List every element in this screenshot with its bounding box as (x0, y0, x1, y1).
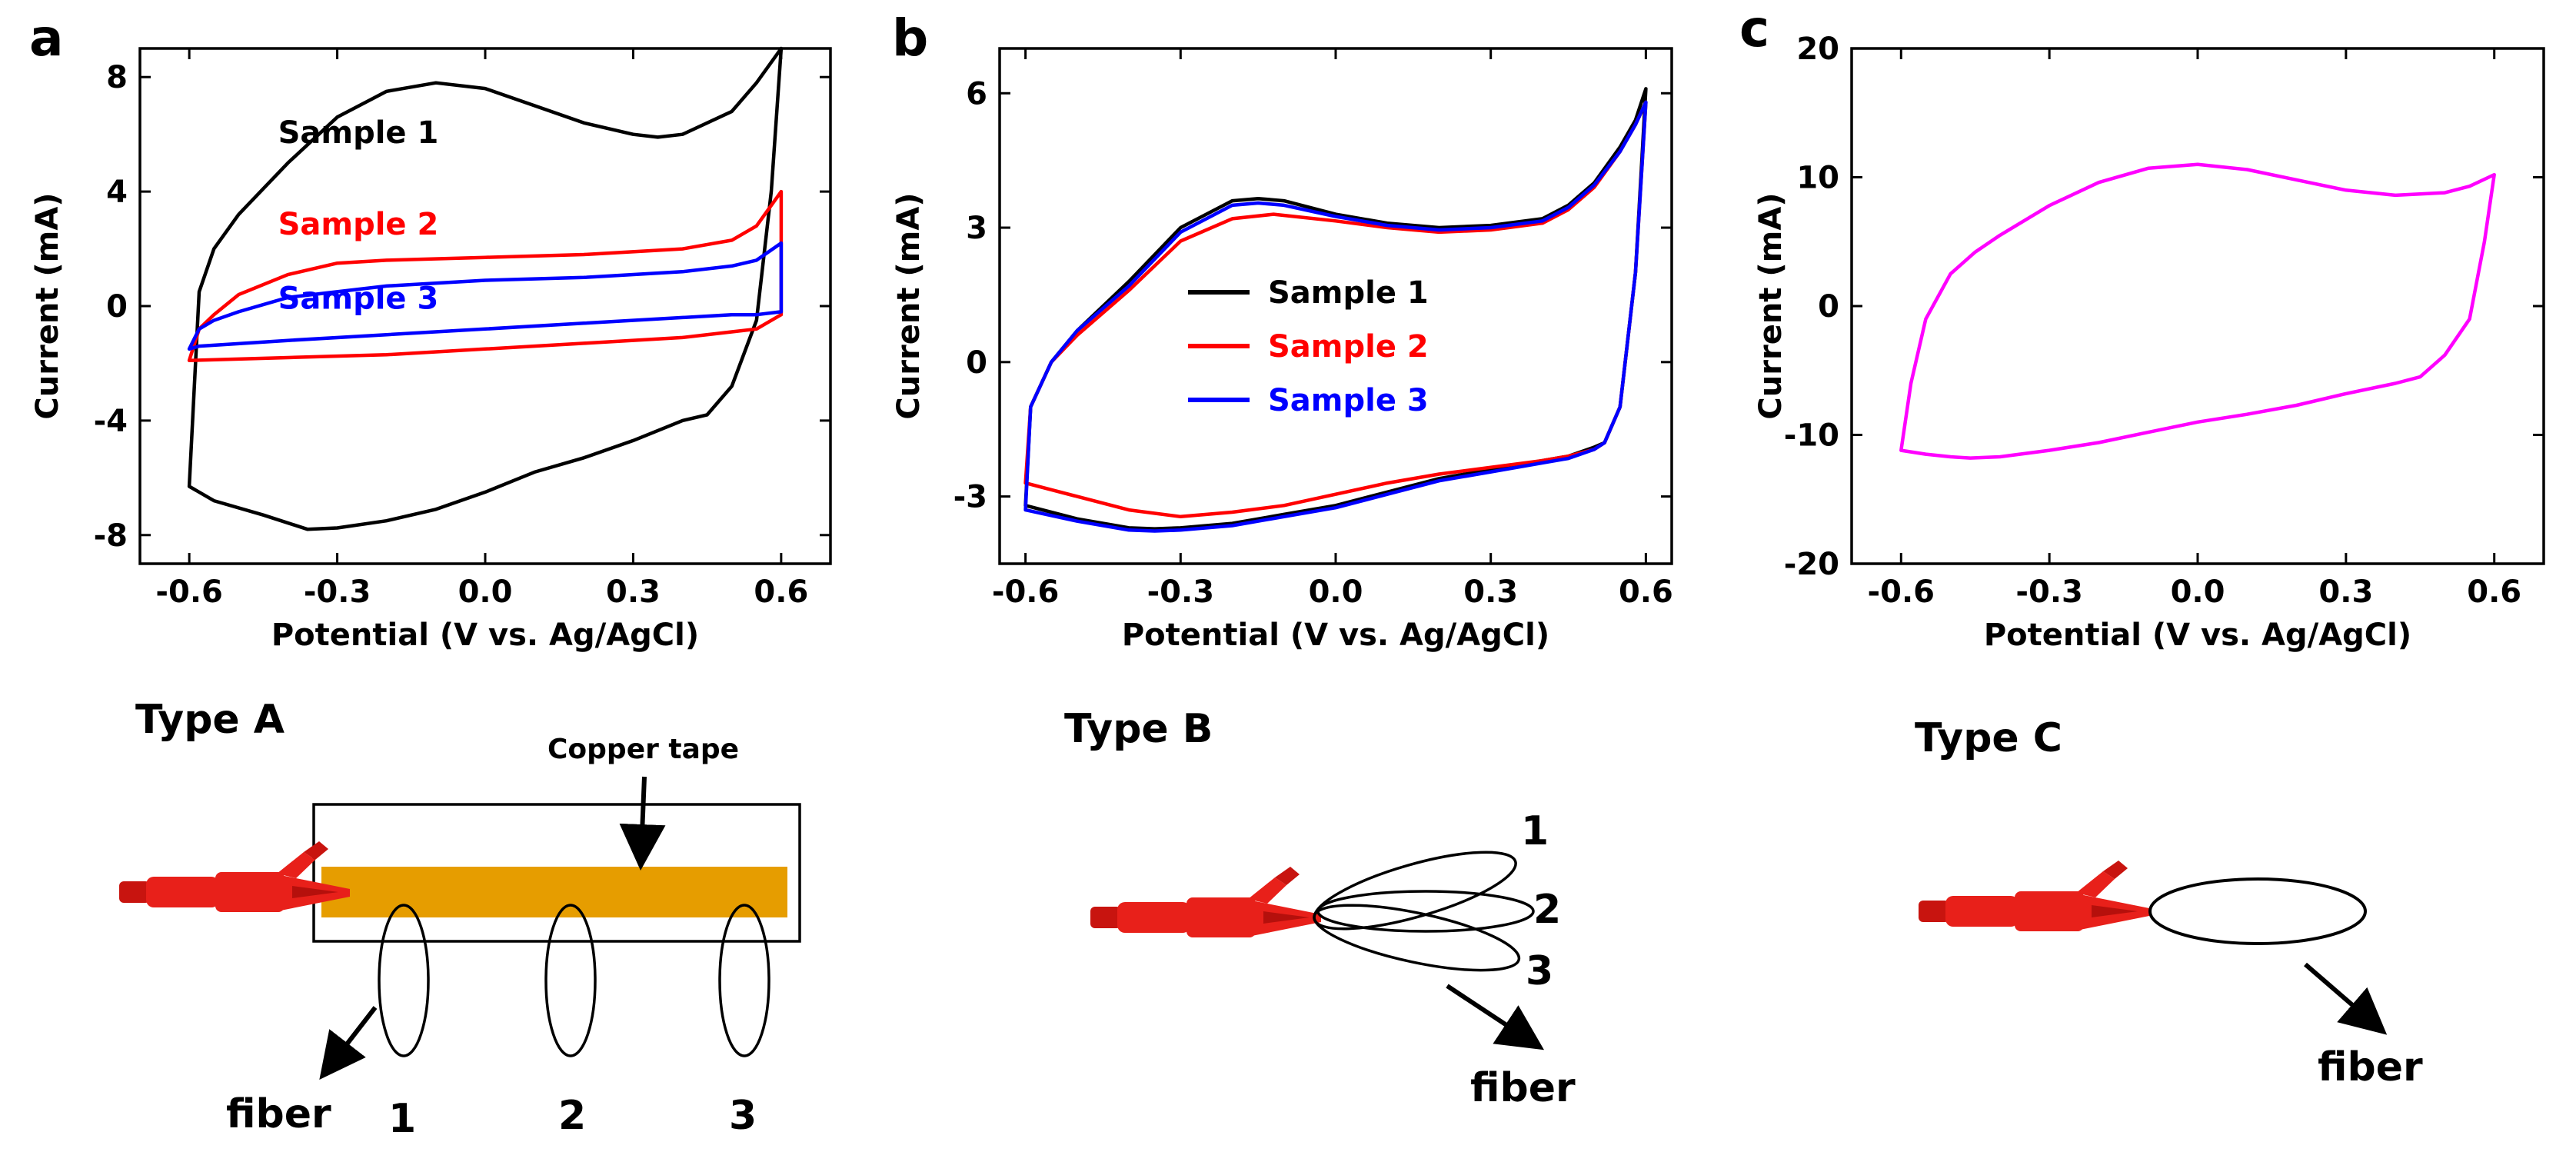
y-axis-label: Current (mA) (891, 192, 927, 419)
series-line-sample-3 (187, 241, 784, 351)
loop-number-b2: 2 (1533, 887, 1561, 933)
x-tick-label: 0.6 (1619, 574, 1673, 610)
fiber-arrow-c (2304, 962, 2388, 1035)
fiber-arrow-a (319, 1006, 378, 1080)
loop-number-a3: 3 (729, 1093, 757, 1139)
chart-a: -0.6 -0.3 0.0 0.3 0.6 -8 -4 0 4 8 Potential (V vs.… (30, 46, 832, 653)
loop-number-a2: 2 (558, 1093, 586, 1139)
x-tick-label: 0.3 (2318, 574, 2373, 610)
chart-c: -0.6 -0.3 0.0 0.3 0.6 -20 -10 0 10 20 Potential (V… (1753, 32, 2545, 653)
y-tick-label: 0 (106, 289, 128, 325)
copper-tape-label: Copper tape (547, 734, 739, 765)
y-tick-label: 10 (1796, 161, 1839, 196)
y-tick-label: -20 (1784, 547, 1839, 582)
x-tick-label: -0.3 (1147, 574, 1214, 610)
fiber-loop-a3 (718, 904, 770, 1057)
y-axis-label: Current (mA) (1753, 192, 1789, 419)
fiber-label-a: fiber (226, 1091, 331, 1137)
clip-c (1919, 861, 2149, 931)
x-tick-label: 0.6 (754, 574, 808, 610)
y-tick-label: 0 (1818, 289, 1839, 325)
y-tick-label: 3 (966, 211, 987, 246)
y-tick-label: 0 (966, 345, 987, 381)
x-tick-label: -0.6 (1868, 574, 1935, 610)
clip-b (1090, 867, 1321, 937)
x-tick-label: -0.6 (155, 574, 222, 610)
diagram-b-title: Type B (1064, 706, 1213, 752)
x-tick-label: 0.0 (2171, 574, 2225, 610)
chart-b: -0.6 -0.3 0.0 0.3 0.6 -3 0 3 6 Potential (V vs. A… (891, 47, 1673, 653)
x-axis-label: Potential (V vs. Ag/AgCl) (271, 618, 699, 653)
series-annotation: Sample 1 (278, 115, 439, 151)
series-line-sample-1 (187, 46, 784, 531)
x-axis-label: Potential (V vs. Ag/AgCl) (1984, 618, 2411, 653)
y-tick-label: -4 (94, 404, 128, 439)
series-line-type-c (1899, 162, 2496, 460)
x-tick-label: -0.3 (2015, 574, 2082, 610)
clip-a (119, 841, 350, 912)
panel-label-a: a (29, 8, 64, 68)
copper-tape-arrow (619, 776, 666, 871)
fiber-loop-b3 (1313, 904, 1521, 972)
plot-frame (138, 47, 832, 565)
x-axis-label: Potential (V vs. Ag/AgCl) (1122, 618, 1549, 653)
y-tick-label: 4 (106, 175, 128, 210)
panel-label-b: b (892, 8, 928, 68)
loop-number-b3: 3 (1526, 948, 1553, 994)
series-line-sample-3 (1023, 100, 1648, 533)
fiber-label-b: fiber (1470, 1065, 1576, 1111)
x-tick-label: 0.3 (606, 574, 661, 610)
tape-frame (312, 803, 801, 943)
diagram-type-b: Type B 1 2 3 fiber (1064, 706, 1576, 1111)
y-tick-label: 20 (1796, 32, 1839, 67)
fiber-loop-c (2148, 877, 2367, 945)
fiber-arrow-b (1446, 984, 1545, 1050)
y-tick-label: 8 (106, 60, 128, 95)
loop-number-a1: 1 (388, 1096, 416, 1142)
legend-label: Sample 1 (1268, 275, 1429, 311)
diagram-type-c: Type C fiber (1915, 715, 2423, 1090)
x-tick-label: 0.0 (1309, 574, 1363, 610)
y-tick-label: -3 (954, 480, 987, 515)
loop-number-b1: 1 (1521, 808, 1549, 854)
series-line-sample-2 (187, 189, 784, 362)
legend-label: Sample 2 (1268, 329, 1429, 365)
copper-tape (321, 867, 787, 917)
panel-label-c: c (1739, 0, 1769, 58)
series-annotation: Sample 3 (278, 281, 439, 317)
plot-frame (1850, 47, 2545, 565)
x-tick-label: 0.3 (1463, 574, 1518, 610)
series-line-sample-1 (1023, 87, 1648, 531)
y-tick-label: 6 (966, 76, 987, 112)
diagram-type-a: Type A Copper tape fiber 1 2 3 (119, 697, 801, 1142)
x-tick-label: -0.3 (304, 574, 371, 610)
fiber-label-c: fiber (2318, 1044, 2423, 1090)
y-tick-label: -8 (94, 518, 128, 554)
x-tick-label: 0.6 (2467, 574, 2521, 610)
series-annotation: Sample 2 (278, 207, 439, 242)
y-tick-label: -10 (1784, 418, 1839, 454)
x-tick-label: -0.6 (992, 574, 1059, 610)
legend-label: Sample 3 (1268, 383, 1429, 418)
x-tick-label: 0.0 (458, 574, 513, 610)
diagram-c-title: Type C (1915, 715, 2062, 761)
fiber-loop-b2 (1316, 890, 1535, 933)
fiber-loop-a1 (378, 904, 430, 1057)
fiber-loop-a2 (544, 904, 597, 1057)
diagram-a-title: Type A (135, 697, 285, 743)
y-axis-label: Current (mA) (30, 192, 65, 419)
